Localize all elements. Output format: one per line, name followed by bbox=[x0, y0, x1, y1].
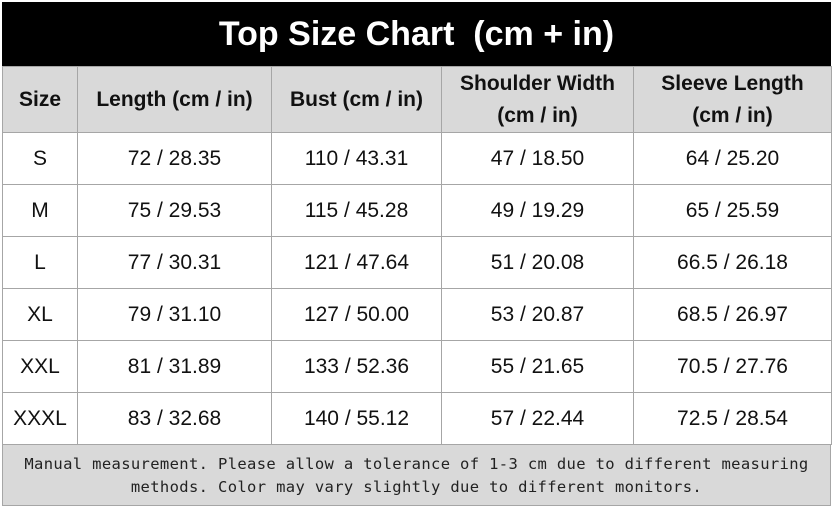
table-cell: 49 / 19.29 bbox=[441, 184, 634, 237]
table-cell: XXXL bbox=[2, 392, 78, 445]
header-text: Bust (cm / in) bbox=[289, 87, 423, 111]
table-cell: 140 / 55.12 bbox=[271, 392, 442, 445]
table-cell: 72.5 / 28.54 bbox=[633, 392, 832, 445]
table-cell: L bbox=[2, 236, 78, 289]
table-cell: 68.5 / 26.97 bbox=[633, 288, 832, 341]
header-cell: Sleeve Length (cm / in) bbox=[633, 66, 832, 133]
table-cell: 66.5 / 26.18 bbox=[633, 236, 832, 289]
table-cell: 55 / 21.65 bbox=[441, 340, 634, 393]
footnote-line: methods. Color may vary slightly due to … bbox=[130, 478, 703, 496]
header-text: Sleeve Length bbox=[661, 71, 804, 95]
table-cell: 127 / 50.00 bbox=[271, 288, 442, 341]
table-cell: 133 / 52.36 bbox=[271, 340, 442, 393]
table-cell: XXL bbox=[2, 340, 78, 393]
header-row: Size Length (cm / in) Bust (cm / in) Should… bbox=[2, 66, 832, 133]
table-cell: 47 / 18.50 bbox=[441, 132, 634, 185]
header-cell: Bust (cm / in) bbox=[271, 66, 442, 133]
table-cell: 77 / 30.31 bbox=[77, 236, 272, 289]
table-cell: 53 / 20.87 bbox=[441, 288, 634, 341]
header-text: Length (cm / in) bbox=[96, 87, 253, 111]
title: Top Size Chart (cm + in) bbox=[2, 2, 831, 66]
table-cell: 83 / 32.68 bbox=[77, 392, 272, 445]
table-row: XXXL 83 / 32.68 140 / 55.12 57 / 22.44 72.5 … bbox=[2, 392, 832, 445]
table-row: L 77 / 30.31 121 / 47.64 51 / 20.08 66.5 / 2… bbox=[2, 236, 832, 289]
table-row: M 75 / 29.53 115 / 45.28 49 / 19.29 65 / 25.… bbox=[2, 184, 832, 237]
header-cell: Length (cm / in) bbox=[77, 66, 272, 133]
table-cell: 75 / 29.53 bbox=[77, 184, 272, 237]
table-row: XXL 81 / 31.89 133 / 52.36 55 / 21.65 70.5 /… bbox=[2, 340, 832, 393]
table-row: S 72 / 28.35 110 / 43.31 47 / 18.50 64 / 25.… bbox=[2, 132, 832, 185]
table-cell: M bbox=[2, 184, 78, 237]
header-cell: Size bbox=[2, 66, 78, 133]
table-cell: S bbox=[2, 132, 78, 185]
header-cell: Shoulder Width (cm / in) bbox=[441, 66, 634, 133]
table-cell: 65 / 25.59 bbox=[633, 184, 832, 237]
table-cell: 64 / 25.20 bbox=[633, 132, 832, 185]
table-cell: XL bbox=[2, 288, 78, 341]
header-text: (cm / in) bbox=[497, 103, 578, 127]
table-cell: 110 / 43.31 bbox=[271, 132, 442, 185]
table-cell: 81 / 31.89 bbox=[77, 340, 272, 393]
table-cell: 70.5 / 27.76 bbox=[633, 340, 832, 393]
table-cell: 72 / 28.35 bbox=[77, 132, 272, 185]
size-table: Size Length (cm / in) Bust (cm / in) Should… bbox=[2, 66, 832, 445]
table-cell: 57 / 22.44 bbox=[441, 392, 634, 445]
footnote-line: Manual measurement. Please allow a toler… bbox=[24, 455, 809, 473]
footnote: Manual measurement. Please allow a toler… bbox=[2, 445, 831, 506]
header-text: Size bbox=[18, 87, 62, 111]
header-text: (cm / in) bbox=[692, 103, 773, 127]
table-cell: 115 / 45.28 bbox=[271, 184, 442, 237]
table-cell: 51 / 20.08 bbox=[441, 236, 634, 289]
table-cell: 79 / 31.10 bbox=[77, 288, 272, 341]
table-row: XL 79 / 31.10 127 / 50.00 53 / 20.87 68.5 / … bbox=[2, 288, 832, 341]
table-cell: 121 / 47.64 bbox=[271, 236, 442, 289]
table-body: S 72 / 28.35 110 / 43.31 47 / 18.50 64 / 25.… bbox=[2, 132, 832, 445]
header-text: Shoulder Width bbox=[460, 71, 615, 95]
